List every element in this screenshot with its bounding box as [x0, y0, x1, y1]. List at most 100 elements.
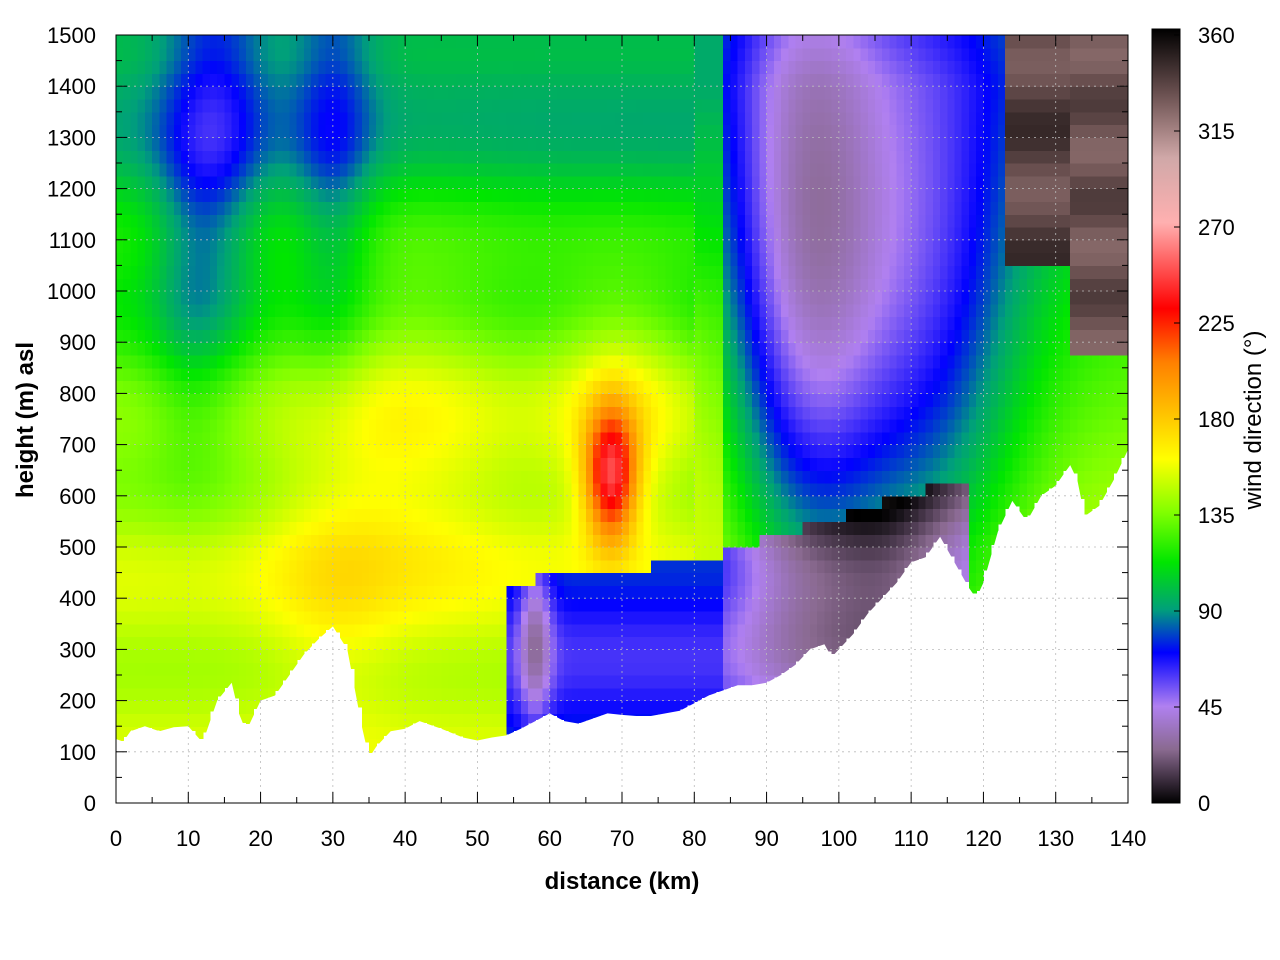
field-cell [116, 227, 124, 241]
field-cell [477, 675, 486, 689]
field-cell [282, 623, 291, 638]
field-cell [585, 380, 594, 394]
field-cell [593, 521, 601, 535]
field-cell [520, 99, 529, 113]
field-cell [390, 687, 399, 702]
field-cell [318, 201, 327, 215]
field-cell [658, 598, 666, 612]
field-cell [506, 623, 515, 638]
field-cell [564, 380, 572, 394]
field-cell [397, 406, 406, 420]
field-cell [593, 406, 601, 420]
field-cell [528, 201, 536, 215]
field-cell [152, 355, 160, 369]
field-cell [650, 99, 659, 113]
field-cell [390, 662, 399, 676]
field-cell [788, 227, 797, 241]
field-cell [267, 291, 276, 305]
field-cell [773, 227, 782, 241]
field-cell [665, 86, 674, 100]
field-cell [470, 623, 479, 638]
field-cell [694, 419, 703, 433]
field-cell [434, 380, 442, 394]
field-cell [282, 521, 291, 535]
field-cell [166, 188, 175, 202]
field-cell [600, 457, 609, 471]
field-cell [289, 227, 298, 241]
field-cell [354, 252, 363, 266]
field-cell [730, 201, 739, 215]
field-cell [188, 726, 197, 731]
field-cell [202, 73, 211, 87]
field-cell [202, 700, 211, 714]
field-cell [318, 303, 327, 318]
field-cell [614, 649, 623, 663]
field-cell [166, 649, 175, 663]
field-cell [434, 406, 442, 420]
field-cell [130, 470, 139, 484]
field-cell [788, 419, 797, 433]
field-cell [614, 342, 623, 356]
field-cell [267, 406, 276, 420]
field-cell [260, 73, 269, 87]
field-cell [116, 636, 124, 650]
field-cell [462, 265, 471, 279]
field-cell [448, 137, 457, 151]
field-cell [116, 585, 124, 599]
field-cell [354, 137, 363, 151]
field-cell [679, 623, 688, 638]
field-cell [369, 726, 377, 740]
field-cell [470, 431, 479, 446]
field-cell [491, 214, 500, 228]
field-cell [397, 35, 406, 49]
field-cell [224, 457, 233, 471]
field-cell [188, 278, 197, 292]
field-cell [405, 521, 413, 535]
field-cell [412, 201, 421, 215]
field-cell [224, 662, 233, 676]
field-cell [622, 598, 630, 612]
field-cell [419, 675, 428, 689]
field-cell [426, 547, 435, 561]
field-cell [556, 470, 565, 484]
field-cell [217, 393, 226, 407]
field-cell [361, 175, 370, 190]
field-cell [593, 470, 601, 484]
field-cell [781, 444, 789, 458]
field-cell [759, 316, 768, 330]
field-cell [448, 111, 457, 126]
field-cell [766, 649, 775, 663]
field-cell [528, 367, 536, 382]
field-cell [181, 47, 189, 62]
field-cell [455, 713, 464, 727]
field-cell [723, 214, 732, 228]
field-cell [448, 73, 457, 87]
field-cell [340, 227, 348, 241]
field-cell [600, 470, 609, 484]
field-cell [499, 124, 507, 138]
field-cell [788, 495, 797, 510]
field-cell [217, 188, 226, 202]
field-cell [397, 585, 406, 599]
field-cell [448, 585, 457, 599]
field-cell [701, 572, 710, 586]
field-cell [448, 483, 457, 497]
field-cell [564, 419, 572, 433]
field-cell [513, 393, 522, 407]
field-cell [152, 137, 160, 151]
field-cell [202, 188, 211, 202]
field-cell [347, 649, 356, 663]
field-cell [419, 355, 428, 369]
field-cell [694, 86, 703, 100]
field-cell [361, 687, 370, 702]
field-cell [730, 470, 739, 484]
field-cell [672, 355, 681, 369]
field-cell [564, 86, 572, 100]
field-cell [224, 214, 233, 228]
field-cell [593, 124, 601, 138]
field-cell [723, 291, 732, 305]
field-cell [600, 623, 609, 638]
field-cell [622, 572, 630, 586]
field-cell [224, 355, 233, 369]
field-cell [744, 175, 753, 190]
